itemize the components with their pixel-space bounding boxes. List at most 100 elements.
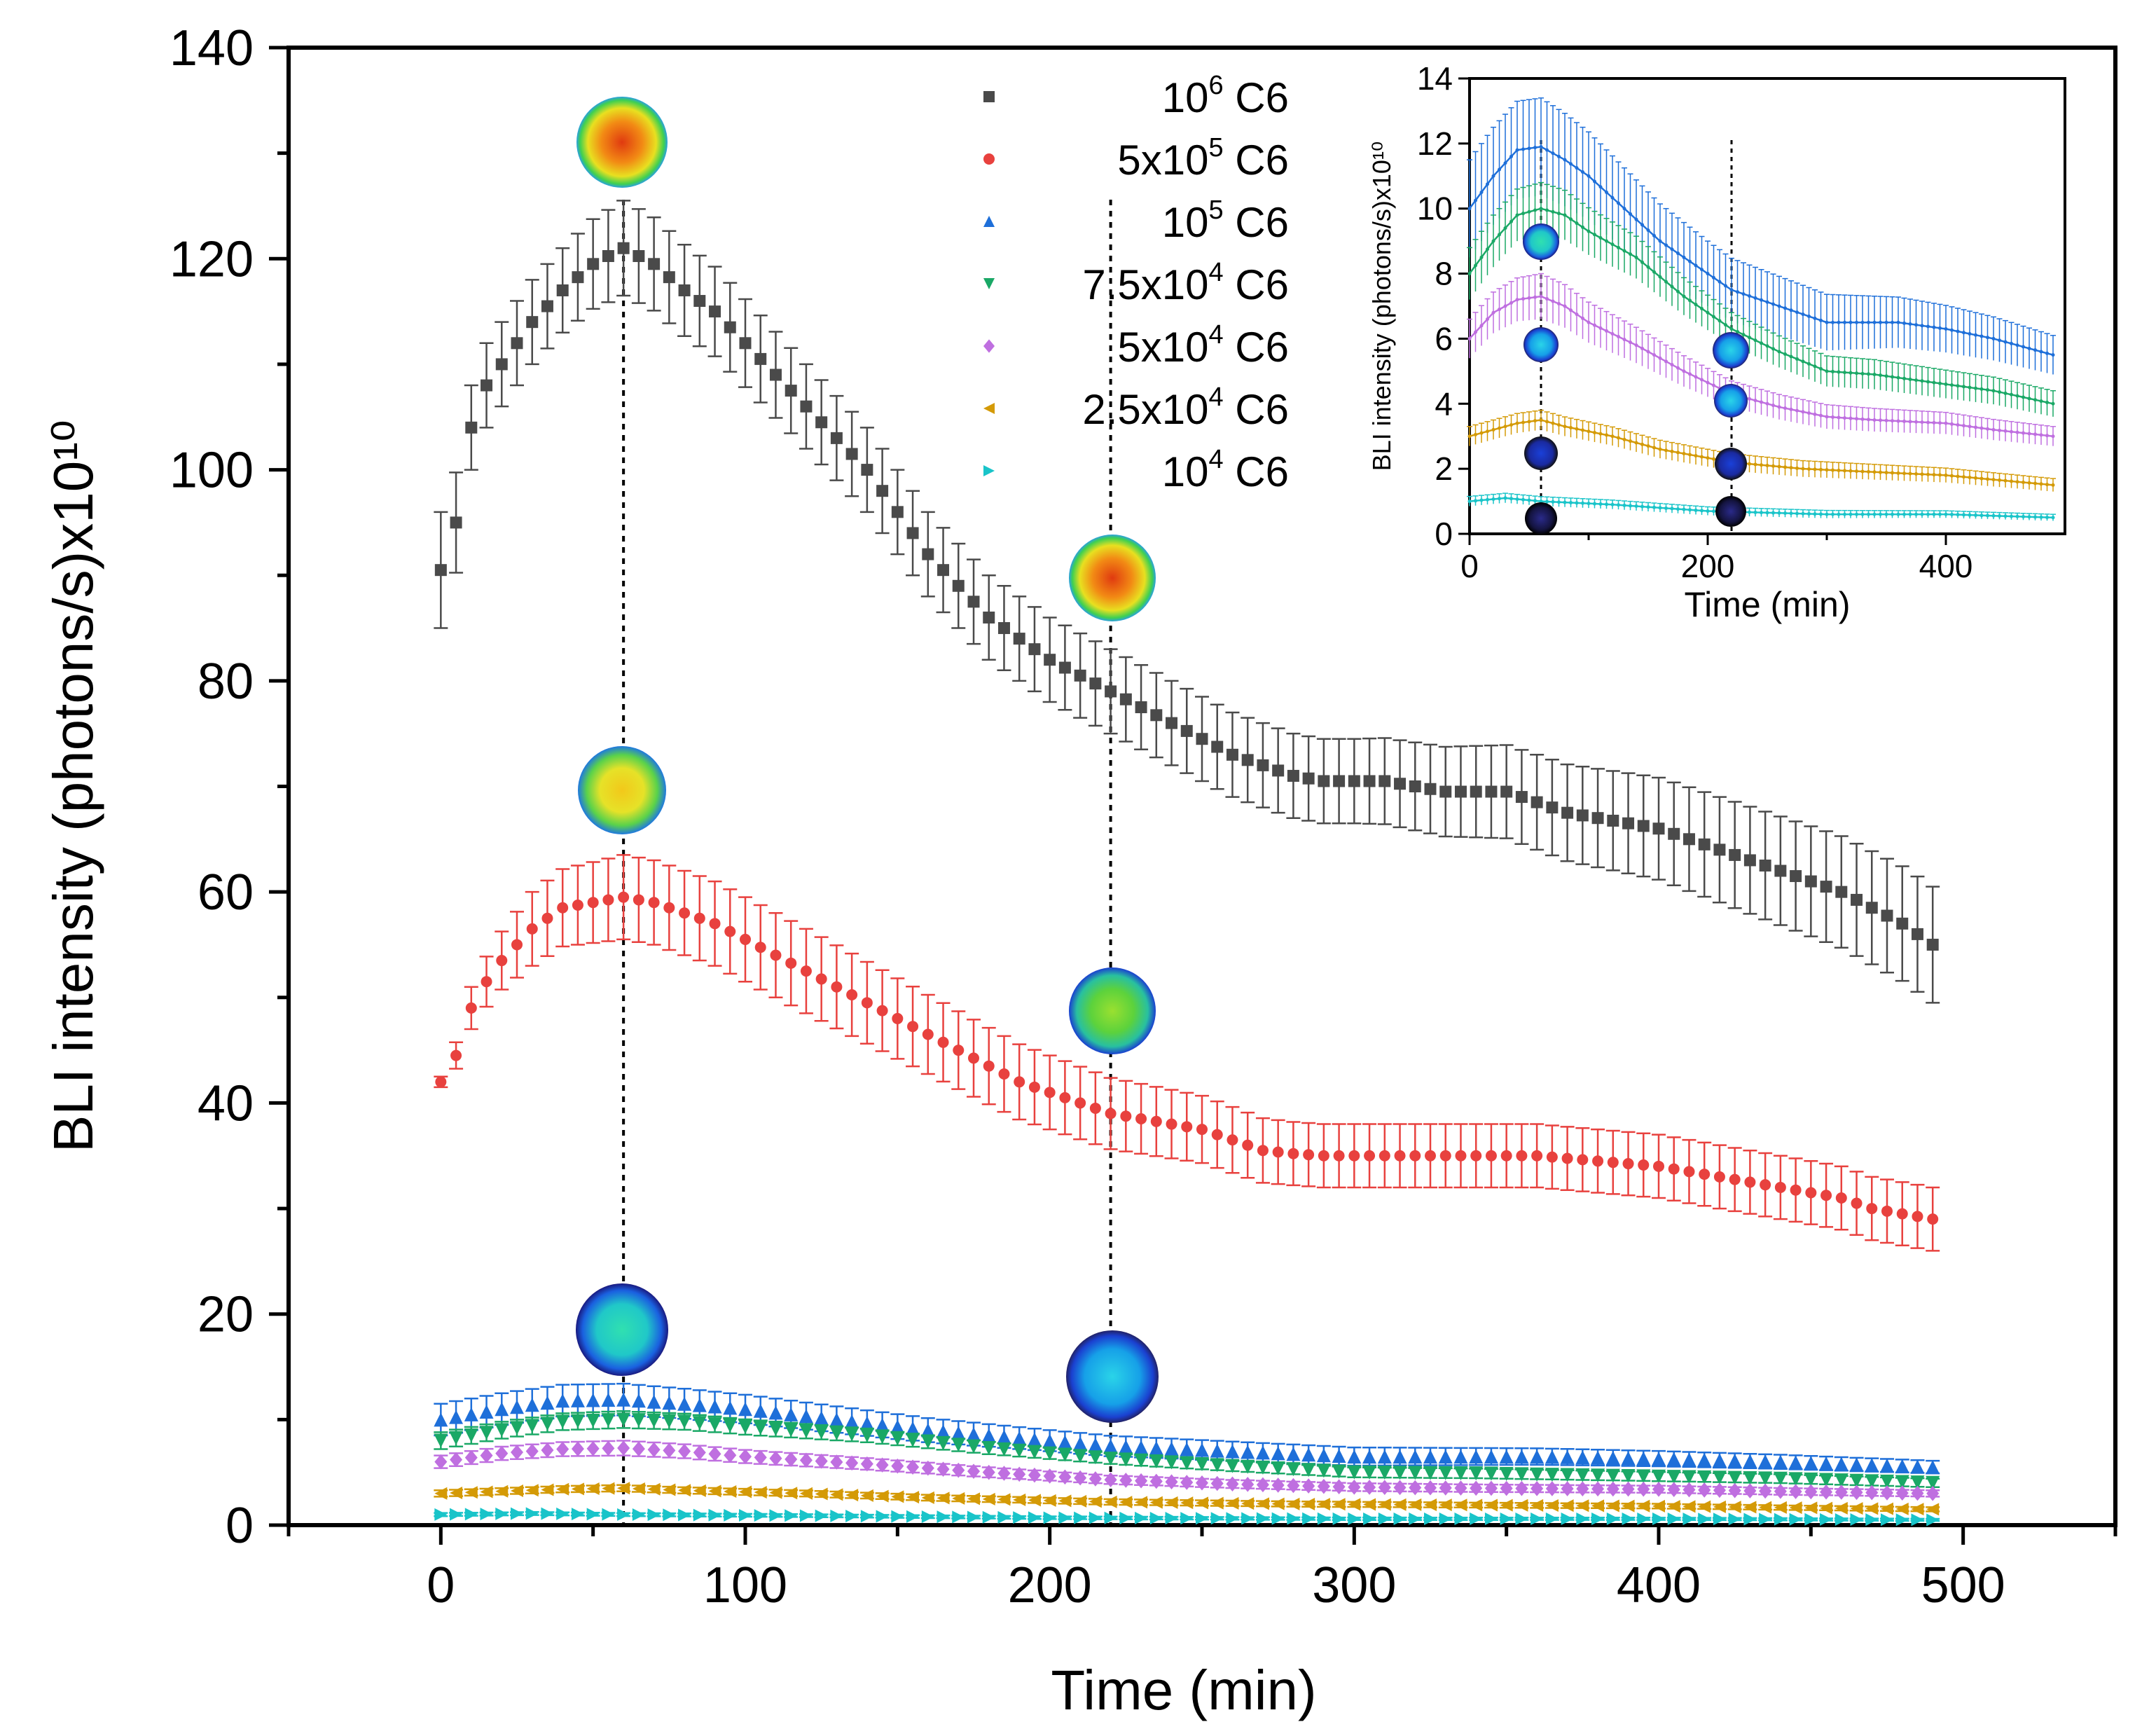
data-point — [434, 1454, 448, 1470]
data-point — [1545, 1481, 1559, 1496]
data-point — [1180, 1442, 1194, 1456]
data-point — [1181, 1121, 1193, 1133]
inset-data-point — [2039, 350, 2043, 354]
data-point — [1455, 1150, 1467, 1162]
data-point — [937, 1461, 950, 1477]
data-point — [951, 1438, 966, 1452]
inset-data-point — [1503, 304, 1507, 308]
inset-data-point — [1819, 366, 1823, 371]
data-point — [1712, 1453, 1727, 1468]
data-point — [998, 1068, 1010, 1080]
series-4 — [434, 1440, 1940, 1501]
y-tick-label: 100 — [170, 443, 254, 499]
inset-data-point — [1908, 512, 1912, 516]
data-point — [753, 1421, 768, 1435]
inset-data-point — [2010, 429, 2013, 434]
data-point — [1074, 669, 1086, 682]
inset-data-point — [1557, 212, 1561, 216]
y-tick-label: 120 — [170, 231, 254, 287]
inset-data-point — [1634, 504, 1638, 509]
data-point — [1576, 1512, 1589, 1525]
inset-data-point — [1813, 412, 1817, 416]
data-point — [1013, 1511, 1026, 1524]
inset-data-point — [1515, 298, 1519, 302]
inset-data-point — [1760, 463, 1763, 467]
data-point — [1165, 1474, 1178, 1490]
data-point — [617, 1508, 630, 1521]
inset-data-point — [1807, 467, 1811, 471]
inset-well-1e4-60min — [1525, 502, 1557, 535]
data-point — [983, 1060, 995, 1072]
inset-data-point — [1879, 512, 1882, 516]
data-point — [1027, 1445, 1042, 1459]
data-point — [1820, 1484, 1833, 1500]
data-point — [1592, 1155, 1604, 1167]
inset-data-point — [1914, 512, 1918, 516]
data-point — [572, 271, 584, 284]
inset-data-point — [1617, 245, 1620, 249]
inset-data-point — [1765, 464, 1769, 467]
data-point — [1438, 1449, 1453, 1464]
data-point — [1531, 1499, 1544, 1512]
inset-data-point — [1670, 284, 1674, 289]
data-point — [1926, 1475, 1940, 1490]
data-point — [815, 1487, 828, 1501]
inset-data-point — [1509, 301, 1513, 305]
data-point — [1166, 717, 1178, 729]
data-point — [1895, 1459, 1909, 1473]
inset-data-point — [1944, 382, 1948, 386]
legend-symbol — [983, 278, 995, 289]
data-point — [1317, 1512, 1330, 1525]
inset-data-point — [2033, 515, 2037, 519]
data-point — [1743, 1483, 1757, 1499]
data-point — [1926, 1503, 1940, 1516]
data-point — [891, 506, 904, 518]
inset-data-point — [1694, 263, 1698, 268]
data-point — [845, 1455, 859, 1471]
data-point — [1851, 1197, 1863, 1209]
inset-data-point — [1629, 252, 1632, 256]
data-point — [1256, 1477, 1269, 1493]
data-point — [1531, 1512, 1544, 1525]
inset-data-point — [2033, 398, 2037, 402]
data-point — [1470, 785, 1482, 798]
data-point — [1834, 1473, 1849, 1488]
data-point — [572, 899, 583, 911]
data-point — [495, 1402, 509, 1417]
inset-data-point — [1753, 510, 1757, 514]
data-point — [1531, 796, 1543, 808]
data-point — [1698, 1500, 1711, 1513]
data-point — [1027, 1432, 1042, 1447]
inset-data-point — [1807, 411, 1811, 415]
data-point — [1424, 783, 1437, 795]
data-point — [495, 1423, 509, 1438]
legend-label: 5x104 C6 — [1117, 320, 1289, 371]
data-point — [981, 1441, 996, 1456]
data-point — [876, 485, 889, 497]
data-point — [1576, 809, 1589, 822]
inset-data-point — [1837, 320, 1841, 324]
data-point — [1302, 772, 1315, 785]
inset-data-point — [1748, 462, 1751, 466]
data-point — [906, 1421, 920, 1435]
legend-label: 106 C6 — [1162, 71, 1289, 121]
data-point — [1759, 859, 1771, 872]
data-point — [647, 1413, 661, 1428]
data-point — [1180, 1475, 1194, 1490]
inset-data-point — [1593, 430, 1596, 434]
inset-data-point — [1956, 329, 1960, 333]
data-point — [1225, 1459, 1240, 1473]
data-point — [1743, 1470, 1757, 1485]
inset-data-point — [1640, 346, 1644, 350]
data-point — [1317, 1478, 1330, 1494]
inset-data-point — [1706, 380, 1710, 385]
inset-data-point — [1706, 509, 1710, 513]
inset-data-point — [1825, 512, 1829, 516]
data-point — [1271, 1477, 1285, 1493]
data-point — [1834, 1456, 1849, 1471]
inset-data-point — [1986, 477, 1989, 481]
inset-data-point — [2033, 432, 2037, 436]
data-point — [1727, 1470, 1742, 1485]
inset-data-point — [1849, 512, 1853, 516]
inset-well-images — [1523, 223, 1749, 535]
